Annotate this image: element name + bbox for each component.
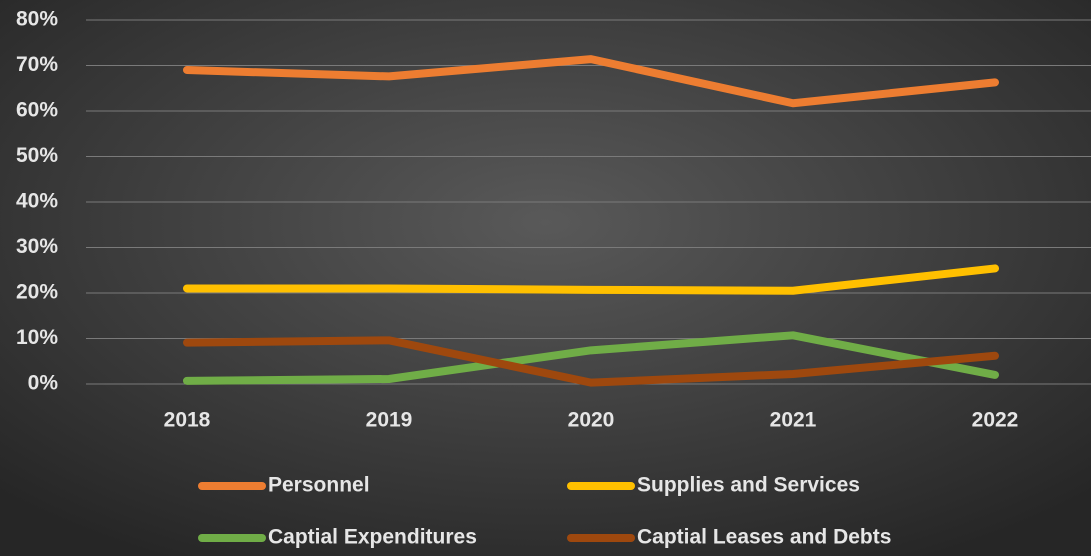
- x-tick-label: 2022: [972, 409, 1019, 432]
- series-line: [183, 336, 999, 387]
- y-tick-label: 70%: [16, 53, 58, 76]
- x-tick-label: 2020: [568, 409, 615, 432]
- legend-label: Captial Expenditures: [268, 526, 477, 549]
- x-tick-label: 2019: [366, 409, 413, 432]
- y-tick-label: 0%: [28, 372, 59, 395]
- legend-label: Captial Leases and Debts: [637, 526, 891, 549]
- x-tick-label: 2018: [164, 409, 211, 432]
- series-line: [183, 264, 999, 295]
- series-line: [183, 55, 999, 108]
- y-tick-label: 80%: [16, 8, 58, 31]
- series-line: [183, 331, 999, 385]
- legend-label: Personnel: [268, 474, 370, 497]
- y-tick-label: 50%: [16, 144, 58, 167]
- y-tick-label: 60%: [16, 99, 58, 122]
- legend-label: Supplies and Services: [637, 474, 860, 497]
- y-tick-label: 20%: [16, 281, 58, 304]
- y-tick-label: 10%: [16, 326, 58, 349]
- y-tick-label: 30%: [16, 235, 58, 258]
- y-tick-label: 40%: [16, 190, 58, 213]
- x-tick-label: 2021: [770, 409, 817, 432]
